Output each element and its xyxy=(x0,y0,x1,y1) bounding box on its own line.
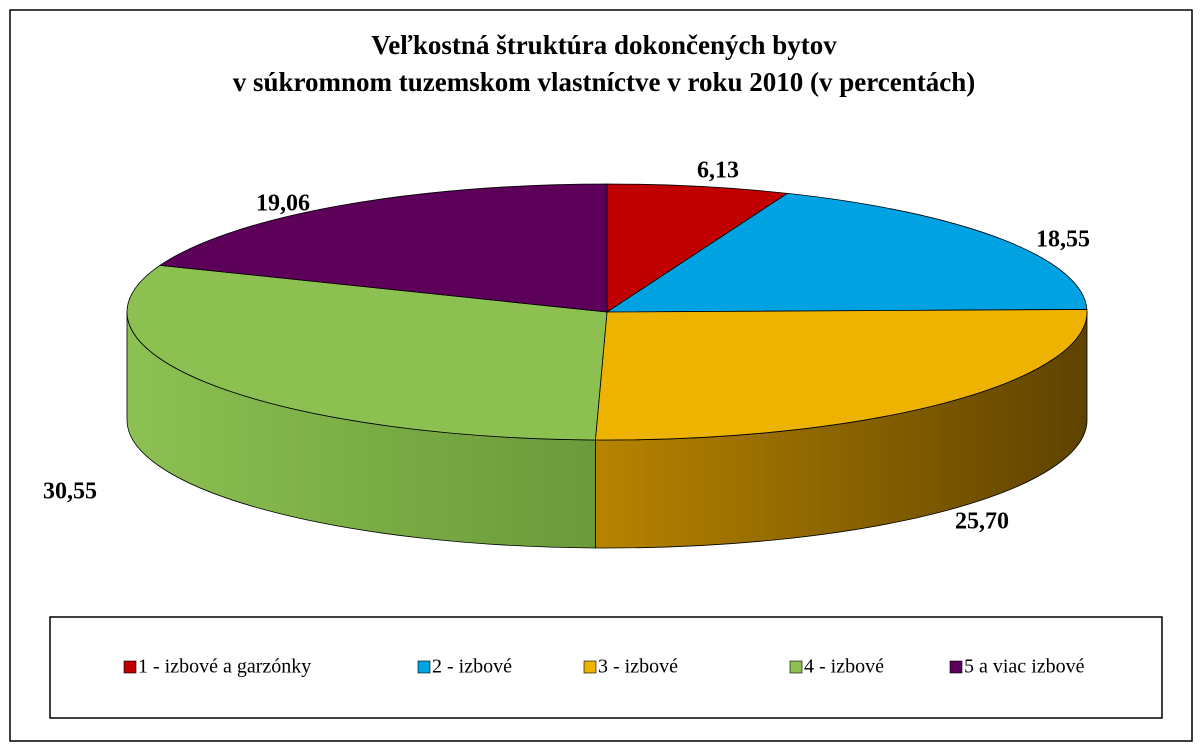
legend-label: 5 a viac izbové xyxy=(964,656,1085,678)
legend-swatch xyxy=(583,660,597,674)
legend-swatch xyxy=(949,660,963,674)
legend-box xyxy=(49,616,1163,719)
chart-title: v súkromnom tuzemskom vlastníctve v roku… xyxy=(233,67,975,97)
legend-label: 3 - izbové xyxy=(598,656,678,678)
pie-slice xyxy=(606,183,789,313)
data-label: 19,06 xyxy=(256,191,310,217)
data-label: 6,13 xyxy=(697,158,739,184)
pie-slice xyxy=(126,264,608,441)
legend-swatch xyxy=(789,660,803,674)
legend-swatch xyxy=(123,660,137,674)
chart-title: Veľkostná štruktúra dokončených bytov xyxy=(371,30,837,60)
pie-slice xyxy=(605,192,1088,313)
data-label: 25,70 xyxy=(955,509,1009,535)
legend-label: 1 - izbové a garzónky xyxy=(138,656,311,678)
legend-swatch xyxy=(417,660,431,674)
data-label: 30,55 xyxy=(43,479,97,505)
data-label: 18,55 xyxy=(1036,227,1090,253)
legend-label: 4 - izbové xyxy=(804,656,884,678)
legend-label: 2 - izbové xyxy=(432,656,512,678)
pie-slice xyxy=(158,183,608,313)
pie-slice xyxy=(594,309,1088,441)
